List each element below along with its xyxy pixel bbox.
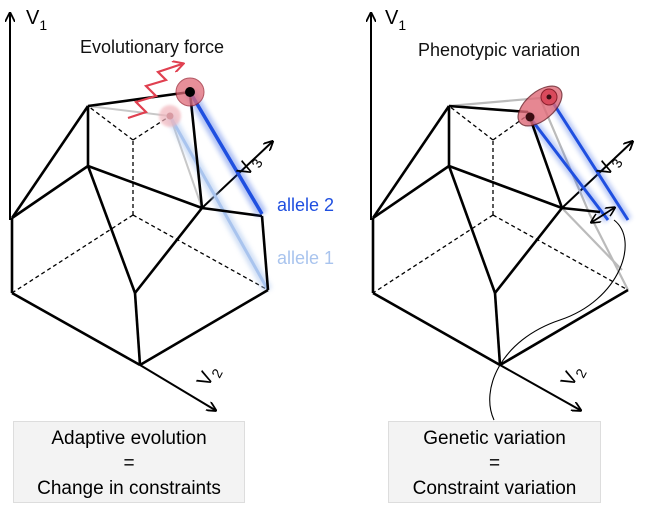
left-allele1-line: [166, 113, 272, 293]
right-constraint-lines: [524, 92, 632, 223]
right-vertex-c: [546, 94, 552, 100]
right-polytope: [371, 104, 629, 367]
right-caption-line-2: =: [488, 453, 501, 474]
right-v2-label: V2: [557, 361, 590, 392]
left-caption-line-3: Change in constraints: [37, 478, 221, 499]
allele2-label: allele 2: [277, 195, 334, 215]
left-panel: V1 V2 V3 Evolutionary force allele 2 all…: [10, 7, 334, 410]
right-caption-line-3: Constraint variation: [412, 478, 577, 499]
right-vertex-b: [525, 112, 535, 122]
left-caption-box: Adaptive evolution = Change in constrain…: [13, 421, 245, 503]
left-allele2-line: [185, 89, 267, 217]
right-v2-axis: [499, 364, 580, 410]
right-v1-label: V1: [385, 7, 406, 33]
left-caption-line-1: Adaptive evolution: [51, 428, 207, 449]
right-caption-box: Genetic variation = Constraint variation: [388, 421, 601, 503]
genetic-leader-curve: [489, 219, 626, 421]
left-v1-label: V1: [26, 7, 47, 33]
left-old-vertex: [166, 112, 174, 120]
right-panel: V1 V2 V3 Phenotypic variation: [371, 7, 632, 421]
left-caption-line-2: =: [123, 453, 135, 474]
right-caption-line-1: Genetic variation: [423, 428, 566, 449]
phenotypic-label: Phenotypic variation: [418, 40, 580, 60]
left-allele1-shape: [87, 105, 203, 209]
left-v2-label: V2: [193, 361, 226, 392]
force-arrow: [127, 64, 182, 120]
right-hidden-edges: [372, 105, 629, 294]
force-label: Evolutionary force: [80, 37, 224, 57]
left-v2-axis: [139, 364, 215, 410]
variation-double-arrow: [592, 208, 614, 222]
allele1-label: allele 1: [277, 248, 334, 268]
left-polytope: [10, 90, 270, 367]
left-hidden-edges: [11, 105, 269, 294]
left-new-vertex: [185, 87, 195, 97]
